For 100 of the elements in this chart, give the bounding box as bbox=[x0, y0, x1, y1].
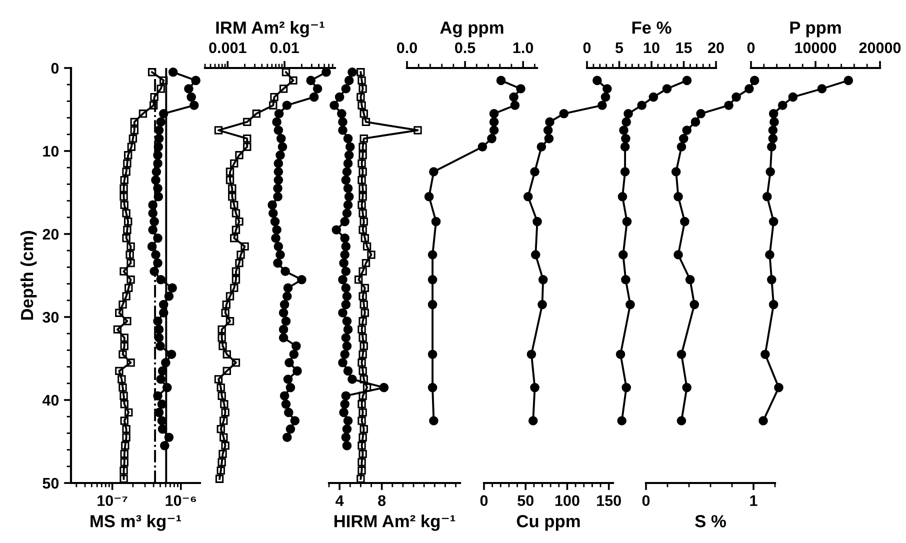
x-tick-label: 5 bbox=[615, 42, 624, 54]
x-axis-title: Cu ppm bbox=[516, 515, 580, 531]
point bbox=[340, 233, 350, 243]
point bbox=[544, 134, 554, 144]
point bbox=[602, 84, 612, 94]
point bbox=[379, 382, 389, 392]
point bbox=[844, 76, 854, 86]
x-axis-title: Ag ppm bbox=[440, 22, 504, 38]
point bbox=[340, 250, 350, 260]
point bbox=[358, 292, 367, 300]
point bbox=[340, 399, 350, 409]
x-tick-label: 150 bbox=[597, 495, 621, 506]
point bbox=[343, 324, 353, 334]
point bbox=[343, 134, 353, 144]
point bbox=[428, 274, 438, 284]
point bbox=[429, 167, 438, 176]
point bbox=[343, 366, 353, 376]
point bbox=[358, 176, 366, 184]
point bbox=[414, 126, 422, 134]
point bbox=[344, 150, 354, 160]
point bbox=[360, 234, 370, 242]
point bbox=[339, 258, 348, 268]
point bbox=[676, 142, 686, 152]
point bbox=[428, 300, 438, 310]
point bbox=[532, 216, 542, 226]
x-axis-title: P ppm bbox=[790, 22, 841, 38]
point bbox=[543, 126, 553, 135]
point bbox=[358, 317, 367, 326]
point bbox=[358, 366, 367, 376]
point bbox=[358, 200, 366, 210]
point bbox=[674, 250, 683, 260]
point bbox=[360, 308, 370, 317]
point bbox=[788, 92, 798, 102]
point bbox=[428, 382, 438, 392]
point bbox=[682, 382, 692, 392]
point bbox=[360, 342, 368, 350]
x-axis-title: IRM Am² kg⁻¹ bbox=[216, 21, 324, 38]
point bbox=[509, 92, 518, 102]
point bbox=[559, 108, 569, 118]
point bbox=[358, 267, 367, 276]
point bbox=[358, 184, 367, 192]
x-tick-label: 0.0 bbox=[396, 42, 417, 54]
point bbox=[343, 416, 353, 426]
point bbox=[341, 391, 351, 401]
point bbox=[429, 416, 438, 426]
point bbox=[358, 466, 366, 475]
x-tick-label: 1 bbox=[750, 495, 758, 506]
point bbox=[536, 142, 546, 152]
point bbox=[680, 216, 690, 226]
point bbox=[489, 126, 499, 135]
point bbox=[768, 126, 778, 135]
point bbox=[685, 274, 695, 284]
point bbox=[620, 142, 630, 152]
point bbox=[526, 350, 536, 360]
point bbox=[340, 350, 350, 360]
point bbox=[538, 274, 548, 284]
point bbox=[358, 392, 367, 400]
y-tick-label: 0 bbox=[51, 62, 59, 74]
x-tick-label: 0.001 bbox=[209, 42, 246, 54]
x-tick-label: 100 bbox=[555, 495, 580, 506]
point bbox=[358, 358, 366, 367]
point bbox=[338, 274, 348, 284]
point bbox=[358, 76, 366, 85]
point bbox=[337, 108, 346, 118]
y-tick-label: 30 bbox=[42, 312, 59, 323]
point bbox=[362, 242, 372, 251]
point bbox=[766, 274, 776, 284]
point bbox=[358, 334, 367, 342]
point bbox=[760, 350, 770, 360]
point bbox=[342, 440, 352, 450]
point bbox=[358, 142, 367, 151]
point bbox=[621, 134, 630, 144]
point bbox=[762, 192, 772, 202]
point bbox=[620, 167, 630, 176]
point bbox=[678, 134, 688, 144]
point bbox=[344, 76, 354, 86]
point bbox=[338, 358, 348, 368]
point bbox=[600, 92, 610, 102]
point bbox=[766, 167, 776, 176]
x-axis-title: Fe % bbox=[632, 22, 672, 34]
point bbox=[343, 184, 353, 194]
point bbox=[342, 341, 352, 351]
point bbox=[342, 316, 352, 326]
point bbox=[637, 100, 646, 110]
point bbox=[360, 300, 368, 309]
point bbox=[358, 400, 366, 408]
point bbox=[682, 126, 692, 135]
point bbox=[342, 424, 352, 434]
point bbox=[592, 76, 602, 86]
x-tick-label: 10 bbox=[644, 42, 660, 54]
point bbox=[358, 442, 366, 450]
point bbox=[340, 216, 350, 226]
point bbox=[341, 333, 351, 342]
point bbox=[428, 250, 438, 260]
point bbox=[334, 92, 344, 102]
point bbox=[360, 110, 368, 118]
x-axis-title: HIRM Am² kg⁻¹ bbox=[334, 514, 456, 531]
point bbox=[724, 100, 734, 110]
point bbox=[338, 126, 348, 135]
point bbox=[766, 142, 776, 152]
